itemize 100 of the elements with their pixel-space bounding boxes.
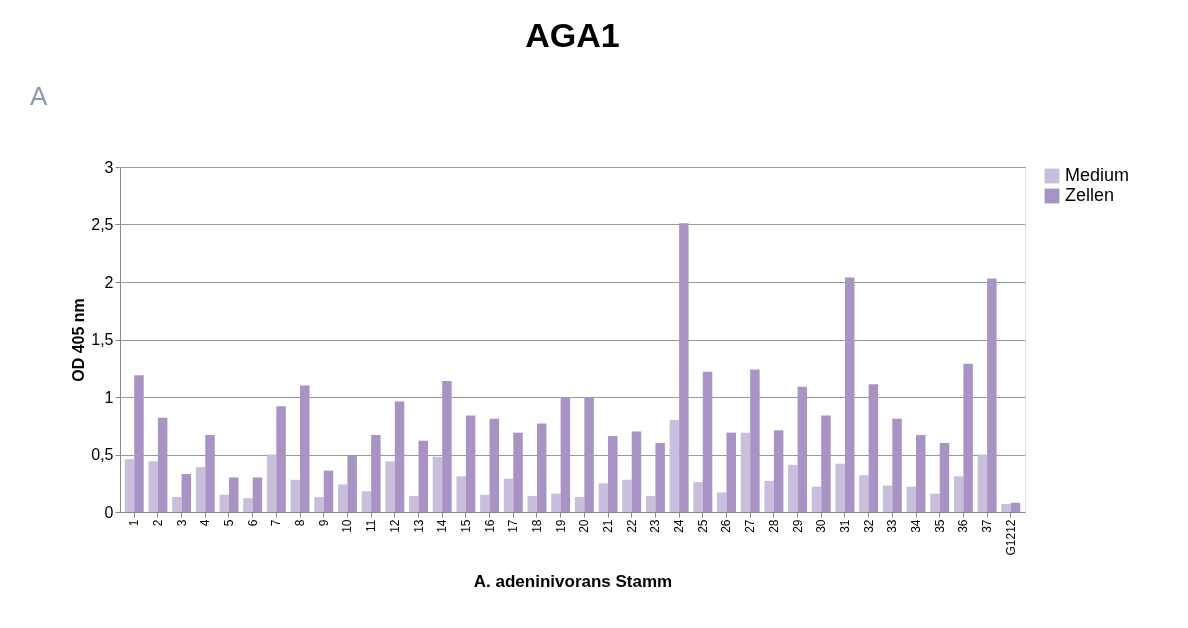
bar (323, 470, 334, 512)
bar (551, 493, 561, 512)
bar (953, 476, 964, 512)
bar (124, 459, 135, 512)
y-tick-label: 1,5 (91, 331, 114, 348)
bar (811, 486, 822, 512)
x-tick-label: 4 (198, 519, 213, 527)
x-tick-label: 9 (316, 519, 331, 527)
bar (669, 420, 680, 512)
bar (347, 455, 357, 512)
x-tick-label: 17 (506, 519, 521, 533)
x-tick-label: 13 (411, 519, 426, 533)
bar (740, 432, 751, 512)
x-tick-label: 5 (221, 519, 236, 527)
x-tick-label: G1212 (1003, 519, 1018, 556)
bar (361, 491, 372, 512)
legend-label: Medium (1065, 165, 1130, 185)
bar (987, 278, 997, 512)
x-tick-label: 20 (577, 519, 592, 533)
bar (560, 397, 571, 512)
x-tick-label: 37 (980, 519, 995, 533)
bar (773, 430, 784, 512)
x-tick-label: 12 (387, 519, 402, 533)
x-tick-label: 6 (245, 519, 260, 527)
bar (489, 418, 500, 512)
bar (314, 497, 324, 512)
x-tick-label: 34 (909, 519, 924, 533)
bar (622, 479, 632, 512)
bar (977, 454, 988, 512)
bar (157, 417, 168, 512)
bar (513, 432, 523, 512)
bar (480, 494, 490, 512)
bar (172, 497, 182, 512)
bar (394, 401, 405, 512)
bar (930, 493, 940, 512)
bar (693, 482, 703, 512)
bar (892, 418, 902, 512)
bar (276, 406, 286, 512)
x-tick-label: 11 (364, 519, 379, 532)
bar (300, 385, 310, 512)
x-tick-label: 2 (150, 519, 165, 527)
x-tick-label: 8 (293, 519, 308, 527)
bar (835, 463, 845, 512)
y-tick-label: 3 (104, 158, 114, 176)
bar (679, 223, 689, 512)
bar (205, 434, 215, 512)
x-tick-label: 1 (127, 519, 142, 527)
x-tick-label: 35 (932, 519, 947, 533)
bar (726, 432, 736, 512)
bar (788, 464, 798, 512)
bar (134, 375, 144, 512)
y-tick-label: 0,5 (91, 446, 114, 463)
bar (963, 363, 973, 512)
x-tick-label: 26 (719, 519, 734, 533)
y-tick-label: 1 (104, 388, 114, 406)
bar (432, 456, 443, 512)
bar (821, 415, 831, 512)
x-tick-label: 3 (174, 519, 189, 527)
x-tick-label: 10 (340, 519, 355, 533)
x-tick-label: 21 (601, 519, 616, 533)
x-tick-label: 24 (672, 519, 687, 533)
x-tick-label: 14 (435, 519, 450, 533)
x-tick-label: 7 (269, 519, 284, 527)
bar (266, 454, 277, 512)
bar (916, 434, 926, 512)
bar (536, 423, 547, 512)
bar (418, 440, 428, 512)
bar (1010, 502, 1021, 512)
bar (859, 475, 869, 512)
x-tick-label: 33 (885, 519, 900, 533)
bar (584, 397, 594, 512)
bar (797, 386, 808, 512)
bar (385, 461, 395, 512)
bar (219, 494, 229, 512)
x-tick-label: 22 (624, 519, 639, 533)
bar (456, 476, 466, 512)
bar (337, 484, 348, 512)
x-tick-label: 23 (648, 519, 663, 533)
x-tick-label: 29 (790, 519, 805, 533)
x-tick-label: 16 (482, 519, 497, 533)
x-tick-label: 15 (458, 519, 473, 533)
x-axis-title: A. adeninivorans Stamm (473, 571, 673, 591)
y-tick-label: 0 (104, 503, 114, 521)
bar (228, 477, 239, 512)
bar (243, 498, 253, 512)
bar (764, 480, 774, 512)
bar (181, 474, 192, 512)
bar (906, 486, 917, 512)
bar (409, 495, 419, 512)
bar (1001, 503, 1011, 512)
x-tick-label: 31 (837, 519, 852, 533)
bar (717, 492, 727, 512)
bar (655, 443, 665, 512)
bar (844, 277, 855, 512)
x-tick-label: 19 (553, 519, 568, 533)
x-tick-label: 28 (766, 519, 781, 533)
bar (631, 431, 642, 512)
bar (750, 369, 760, 512)
text: A (30, 81, 48, 111)
bar (608, 436, 618, 512)
